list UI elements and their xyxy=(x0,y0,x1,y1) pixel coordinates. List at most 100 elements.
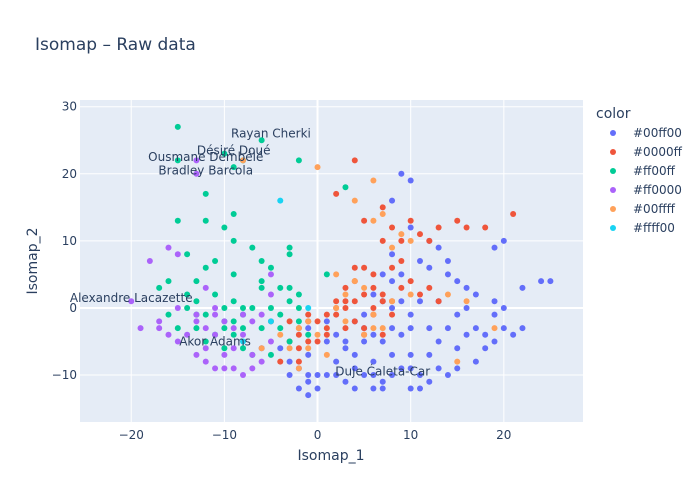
data-point[interactable] xyxy=(314,318,321,325)
data-point[interactable] xyxy=(472,358,479,365)
data-point[interactable] xyxy=(221,345,228,352)
data-point[interactable] xyxy=(240,325,247,332)
data-point[interactable] xyxy=(333,190,340,197)
data-point[interactable] xyxy=(361,264,368,271)
data-point[interactable] xyxy=(184,331,191,338)
data-point[interactable] xyxy=(435,244,442,251)
data-point[interactable] xyxy=(491,325,498,332)
data-point[interactable] xyxy=(389,251,396,258)
data-point[interactable] xyxy=(351,264,358,271)
data-point[interactable] xyxy=(333,331,340,338)
data-point[interactable] xyxy=(398,258,405,264)
data-point[interactable] xyxy=(305,338,312,345)
data-point[interactable] xyxy=(258,258,265,264)
data-point[interactable] xyxy=(342,298,349,305)
data-point[interactable] xyxy=(370,325,377,332)
data-point[interactable] xyxy=(212,291,219,298)
data-point[interactable] xyxy=(482,224,489,231)
data-point[interactable] xyxy=(454,311,461,318)
data-point[interactable] xyxy=(323,325,330,332)
data-point[interactable] xyxy=(472,291,479,298)
data-point[interactable] xyxy=(370,177,377,184)
data-point[interactable] xyxy=(277,325,284,332)
data-point[interactable] xyxy=(156,284,163,291)
data-point[interactable] xyxy=(370,284,377,291)
data-point[interactable] xyxy=(333,304,340,311)
data-point[interactable] xyxy=(240,372,247,379)
data-point[interactable] xyxy=(230,271,237,278)
data-point[interactable] xyxy=(342,318,349,325)
data-point[interactable] xyxy=(370,372,377,379)
data-point[interactable] xyxy=(174,251,181,258)
data-point[interactable] xyxy=(491,311,498,318)
data-point[interactable] xyxy=(286,251,293,258)
data-point[interactable] xyxy=(407,177,414,184)
data-point[interactable] xyxy=(379,378,386,385)
data-point[interactable] xyxy=(342,338,349,345)
data-point[interactable] xyxy=(444,372,451,379)
data-point[interactable] xyxy=(230,211,237,218)
data-point[interactable] xyxy=(435,365,442,372)
data-point[interactable] xyxy=(342,284,349,291)
data-point[interactable] xyxy=(426,351,433,358)
data-point[interactable] xyxy=(305,392,312,399)
data-point[interactable] xyxy=(407,385,414,392)
data-point[interactable] xyxy=(426,284,433,291)
data-point[interactable] xyxy=(491,244,498,251)
data-point[interactable] xyxy=(286,244,293,251)
data-point[interactable] xyxy=(361,325,368,332)
data-point[interactable] xyxy=(221,224,228,231)
data-point[interactable] xyxy=(323,338,330,345)
data-point[interactable] xyxy=(389,351,396,358)
data-point[interactable] xyxy=(407,311,414,318)
data-point[interactable] xyxy=(221,351,228,358)
data-point[interactable] xyxy=(416,385,423,392)
data-point[interactable] xyxy=(174,217,181,224)
data-point[interactable] xyxy=(240,345,247,352)
data-point[interactable] xyxy=(258,284,265,291)
data-point[interactable] xyxy=(370,217,377,224)
data-point[interactable] xyxy=(249,351,256,358)
data-point[interactable] xyxy=(351,365,358,372)
data-point[interactable] xyxy=(258,311,265,318)
data-point[interactable] xyxy=(510,211,517,218)
data-point[interactable] xyxy=(258,358,265,365)
data-point[interactable] xyxy=(286,345,293,352)
data-point[interactable] xyxy=(240,157,247,164)
data-point[interactable] xyxy=(370,304,377,311)
data-point[interactable] xyxy=(407,224,414,231)
legend-item[interactable]: #ff00ff xyxy=(610,164,676,178)
data-point[interactable] xyxy=(519,325,526,332)
data-point[interactable] xyxy=(230,325,237,332)
data-point[interactable] xyxy=(426,378,433,385)
data-point[interactable] xyxy=(202,284,209,291)
data-point[interactable] xyxy=(500,325,507,332)
data-point[interactable] xyxy=(389,298,396,305)
data-point[interactable] xyxy=(398,231,405,238)
data-point[interactable] xyxy=(240,331,247,338)
data-point[interactable] xyxy=(389,325,396,332)
data-point[interactable] xyxy=(184,304,191,311)
data-point[interactable] xyxy=(407,237,414,244)
data-point[interactable] xyxy=(407,291,414,298)
data-point[interactable] xyxy=(305,311,312,318)
data-point[interactable] xyxy=(258,137,265,144)
data-point[interactable] xyxy=(333,271,340,278)
data-point[interactable] xyxy=(212,311,219,318)
data-point[interactable] xyxy=(454,358,461,365)
data-point[interactable] xyxy=(454,345,461,352)
data-point[interactable] xyxy=(230,237,237,244)
data-point[interactable] xyxy=(416,258,423,264)
data-point[interactable] xyxy=(370,291,377,298)
data-point[interactable] xyxy=(258,278,265,285)
data-point[interactable] xyxy=(398,237,405,244)
data-point[interactable] xyxy=(454,278,461,285)
data-point[interactable] xyxy=(407,365,414,372)
data-point[interactable] xyxy=(389,372,396,379)
data-point[interactable] xyxy=(146,258,153,264)
data-point[interactable] xyxy=(174,157,181,164)
data-point[interactable] xyxy=(463,331,470,338)
data-point[interactable] xyxy=(454,217,461,224)
data-point[interactable] xyxy=(333,311,340,318)
data-point[interactable] xyxy=(314,331,321,338)
